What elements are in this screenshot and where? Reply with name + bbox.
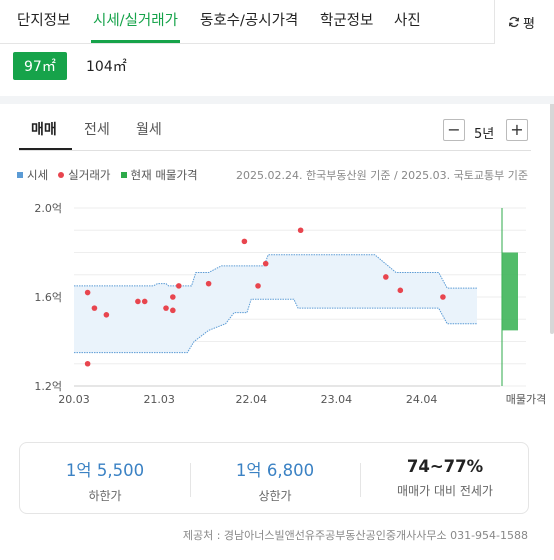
x-tick-label: 23.04 [321,393,353,406]
jeonse-ratio-stat: 74~77% 매매가 대비 전세가 [360,457,530,499]
active-tab-indicator [91,40,180,43]
transaction-point [84,289,91,296]
y-tick-label: 2.0억 [34,202,62,215]
stat-divider [360,463,361,497]
transaction-point [440,294,446,300]
legend-square-icon [17,172,23,178]
transaction-point [84,360,91,367]
transaction-point [141,298,148,305]
chart-legend: 시세 실거래가 현재 매물가격 [17,167,208,183]
transaction-point [255,283,261,289]
transaction-point [297,227,304,234]
period-increase-button[interactable]: + [506,119,528,141]
area-selector: 97㎡ 104㎡ [0,44,554,96]
upper-price-line [74,254,477,289]
stat-divider [190,463,191,497]
transaction-point [205,280,212,287]
market-price-band [74,254,477,353]
tab-monthly-rent[interactable]: 월세 [136,122,162,138]
legend-dot-icon [58,172,65,178]
price-summary-card: 1억 5,500 하한가 1억 6,800 상한가 74~77% 매매가 대비 … [19,442,529,514]
transaction-point [383,274,389,280]
upper-price-label: 상한가 [258,489,292,503]
transaction-point [262,260,269,267]
transaction-point [170,307,176,314]
upper-price-value: 1억 6,800 [235,461,315,480]
transaction-point [170,294,176,300]
transaction-point [175,283,182,289]
x-tick-label: 24.04 [406,393,438,406]
period-value: 5년 [474,127,495,142]
provider-note: 제공처 : 경남아너스빌앤선유주공부동산공인중개사사무소 031-954-158… [182,529,528,542]
data-source-note: 2025.02.24. 한국부동산원 기준 / 2025.03. 국토교통부 기… [236,169,528,182]
lower-price-stat: 1억 5,500 하한가 [20,457,190,504]
tab-photos[interactable]: 사진 [394,13,421,29]
lower-price-label: 하한가 [88,489,122,503]
legend-label: 현재 매물가격 [130,168,198,182]
current-listing-bar [502,252,518,331]
transaction-point [163,305,169,311]
legend-transaction-price: 실거래가 [58,167,111,183]
transaction-point [241,238,248,245]
x-tick-label: 22.04 [235,393,267,406]
legend-square-icon [120,172,127,178]
tab-school-info[interactable]: 학군정보 [320,13,374,29]
x-tick-label: 20.03 [58,393,90,406]
legend-market-price: 시세 [17,167,48,183]
legend-label: 실거래가 [68,168,111,182]
transaction-point [135,298,141,305]
unit-toggle-button[interactable]: 평 [494,0,554,44]
legend-label: 시세 [27,168,49,182]
period-decrease-button[interactable]: − [443,119,465,141]
unit-toggle-label: 평 [523,16,535,32]
top-tab-bar: 단지정보 시세/실거래가 동호수/공시가격 학군정보 사진 평 [0,0,554,44]
section-divider [0,96,554,104]
tab-sale[interactable]: 매매 [31,122,57,138]
lower-price-line [74,298,477,354]
transaction-point [397,287,404,294]
upper-price-stat: 1억 6,800 상한가 [190,457,360,504]
size-chip-97[interactable]: 97㎡ [13,52,67,80]
tab-unit-public-price[interactable]: 동호수/공시가격 [200,13,299,29]
lower-price-value: 1억 5,500 [65,461,145,480]
sub-tab-divider [19,150,531,151]
x-tick-label: 21.03 [143,393,175,406]
scrollbar[interactable] [550,44,554,334]
tab-price-transactions[interactable]: 시세/실거래가 [93,13,178,29]
y-tick-label: 1.6억 [34,291,62,304]
active-subtab-indicator [19,148,72,150]
deal-type-tabs: 매매 전세 월세 [0,104,554,151]
tab-complex-info[interactable]: 단지정보 [17,13,71,29]
current-listing-label: 매물가격 [506,393,546,406]
size-chip-104[interactable]: 104㎡ [86,59,127,75]
transaction-point [103,312,110,318]
jeonse-ratio-value: 74~77% [406,457,484,476]
legend-current-listing: 현재 매물가격 [120,167,198,183]
tab-jeonse[interactable]: 전세 [84,122,110,138]
transaction-point [91,305,98,311]
refresh-icon [509,16,519,28]
jeonse-ratio-label: 매매가 대비 전세가 [397,484,493,498]
y-tick-label: 1.2억 [34,380,62,393]
